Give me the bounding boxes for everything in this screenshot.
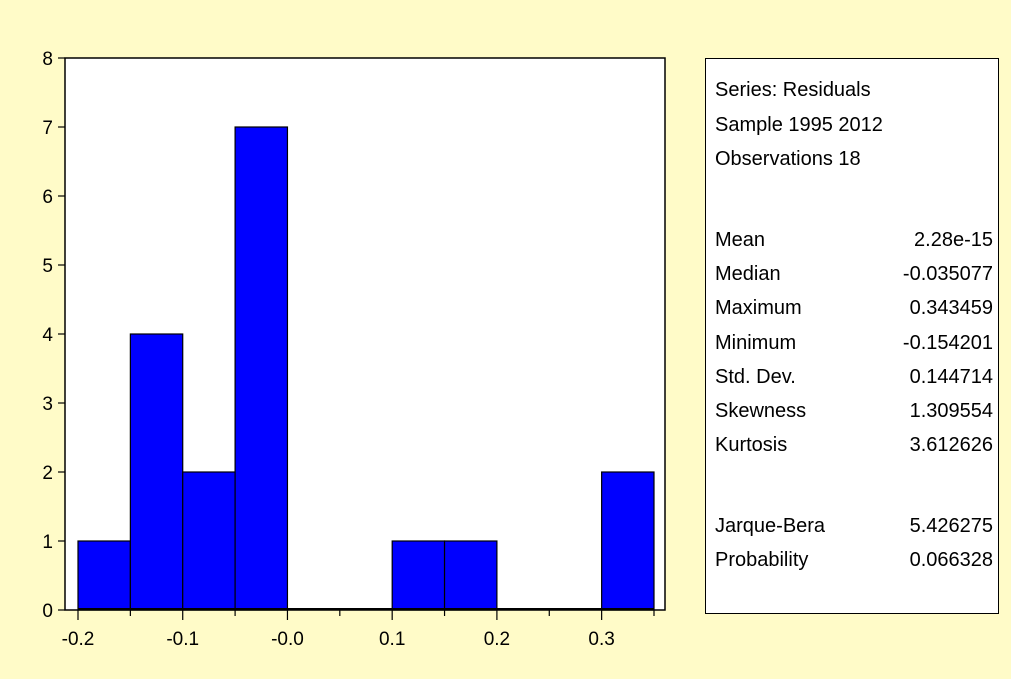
histogram-bar	[234, 126, 289, 611]
y-tick-label: 1	[42, 532, 53, 553]
stat-value: 0.144714	[909, 366, 993, 388]
y-tick-label: 8	[42, 49, 53, 70]
x-tick-label: -0.1	[166, 629, 199, 650]
x-tick-label: -0.0	[271, 629, 304, 650]
histogram-bar	[129, 333, 184, 611]
stat-value: 1.309554	[909, 400, 993, 422]
stat-label: Maximum	[715, 297, 802, 319]
stat-label: Kurtosis	[715, 434, 788, 456]
statistics-panel: Series: Residuals Sample 1995 2012 Obser…	[705, 58, 999, 614]
y-tick-label: 4	[42, 325, 53, 346]
y-tick-label: 5	[42, 256, 53, 277]
sample-range: Sample 1995 2012	[715, 114, 883, 136]
y-tick-label: 0	[42, 601, 53, 622]
stat-value: 2.28e-15	[914, 229, 993, 251]
stat-label: Probability	[715, 549, 809, 571]
stat-label: Std. Dev.	[715, 366, 796, 388]
histogram-bar	[391, 540, 446, 611]
stat-value: -0.035077	[902, 263, 993, 285]
histogram-bar	[443, 540, 498, 611]
stat-label: Skewness	[715, 400, 807, 422]
stat-label: Jarque-Bera	[715, 515, 826, 537]
x-tick-label: 0.1	[379, 629, 405, 650]
y-tick-label: 2	[42, 463, 53, 484]
series-name: Series: Residuals	[715, 79, 871, 101]
x-tick-label: 0.3	[588, 629, 614, 650]
stat-value: 3.612626	[909, 434, 993, 456]
stat-label: Minimum	[715, 332, 797, 354]
stat-value: 0.066328	[909, 549, 993, 571]
stat-value: 0.343459	[909, 297, 993, 319]
y-tick-label: 3	[42, 394, 53, 415]
stat-label: Median	[715, 263, 781, 285]
x-tick-label: -0.2	[62, 629, 95, 650]
stat-value: 5.426275	[909, 515, 993, 537]
y-tick-label: 6	[42, 187, 53, 208]
histogram-bar	[182, 471, 236, 611]
observation-count: Observations 18	[715, 148, 861, 170]
y-tick-label: 7	[42, 118, 53, 139]
stat-label: Mean	[715, 229, 766, 251]
x-tick-label: 0.2	[484, 629, 510, 650]
histogram-bar	[77, 540, 131, 611]
stat-value: -0.154201	[902, 332, 993, 354]
histogram-bar	[601, 471, 655, 611]
